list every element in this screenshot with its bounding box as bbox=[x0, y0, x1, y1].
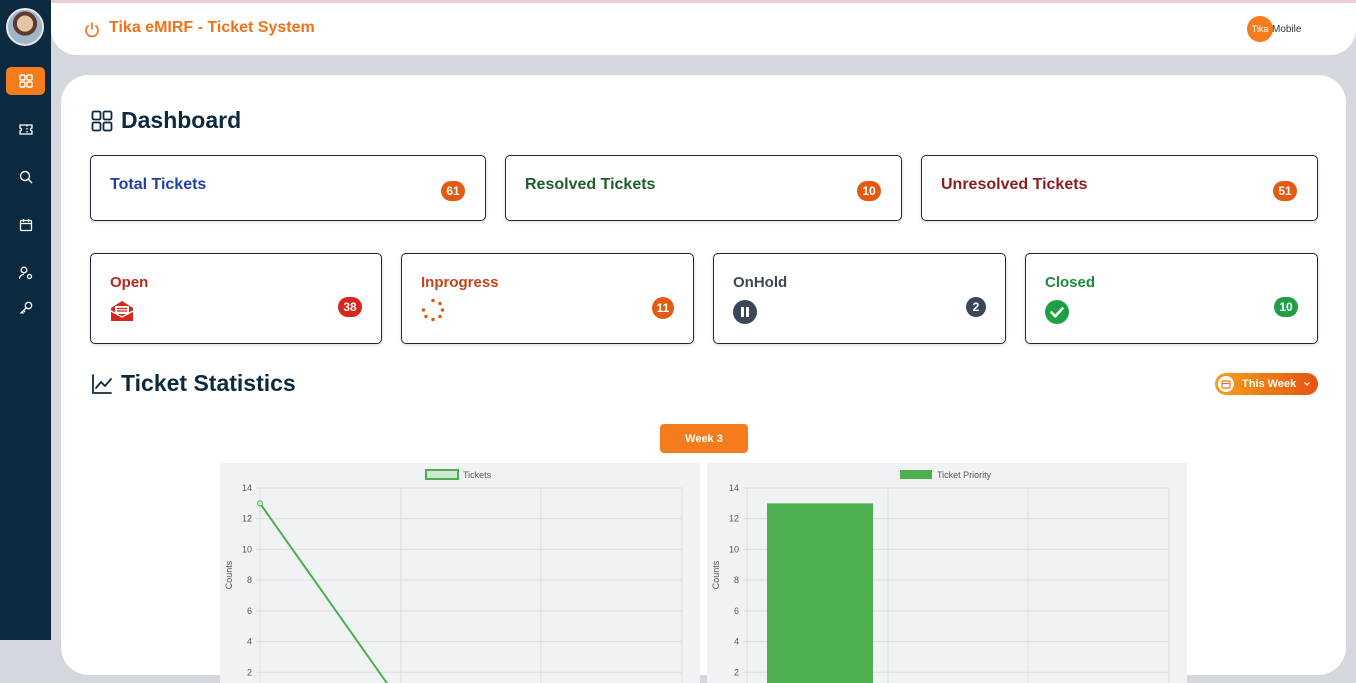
app-title: Tika eMIRF - Ticket System bbox=[109, 19, 315, 36]
chevron-down-icon bbox=[1304, 382, 1311, 386]
page-title: Dashboard bbox=[121, 107, 242, 133]
pause-icon bbox=[733, 300, 757, 324]
closed-status-card[interactable]: Closed 10 bbox=[1025, 253, 1318, 344]
top-accent-line bbox=[0, 0, 1356, 2]
dropdown-label: This Week bbox=[1242, 378, 1297, 390]
y-tick-label: 12 bbox=[729, 514, 739, 524]
y-tick-label: 10 bbox=[242, 544, 252, 554]
spinner-icon bbox=[421, 298, 445, 322]
resolved-tickets-card[interactable]: Resolved Tickets 10 bbox=[505, 155, 902, 221]
card-label: Resolved Tickets bbox=[525, 176, 656, 193]
y-tick-label: 10 bbox=[729, 544, 739, 554]
sidebar-item-search[interactable] bbox=[6, 163, 45, 191]
y-tick-label: 14 bbox=[729, 483, 739, 493]
ticket-priority-bar-chart-svg: 14 12 10 8 6 4 2 Counts Ticket Priority bbox=[711, 470, 1170, 683]
onhold-status-card[interactable]: OnHold 2 bbox=[713, 253, 1006, 344]
total-tickets-card[interactable]: Total Tickets 61 bbox=[90, 155, 486, 221]
y-tick-label: 4 bbox=[247, 637, 252, 647]
sidebar-item-dashboard[interactable] bbox=[6, 67, 45, 95]
count-badge: 38 bbox=[338, 297, 362, 317]
y-tick-label: 2 bbox=[734, 667, 739, 677]
card-label: Closed bbox=[1045, 274, 1096, 291]
y-tick-label: 14 bbox=[242, 483, 252, 493]
legend-swatch bbox=[425, 469, 459, 480]
data-point bbox=[257, 500, 263, 507]
y-tick-label: 4 bbox=[734, 637, 739, 647]
avatar[interactable] bbox=[6, 8, 44, 46]
unresolved-tickets-card[interactable]: Unresolved Tickets 51 bbox=[921, 155, 1318, 221]
grid-icon bbox=[91, 110, 113, 131]
y-tick-label: 2 bbox=[247, 667, 252, 677]
search-icon bbox=[19, 170, 32, 184]
y-tick-label: 8 bbox=[734, 575, 739, 585]
sidebar-item-users[interactable] bbox=[6, 259, 45, 287]
y-tick-label: 8 bbox=[247, 575, 252, 585]
bar bbox=[767, 503, 873, 683]
top-header: Tika eMIRF - Ticket System Tika Mobile bbox=[51, 3, 1356, 55]
brand-logo-circle: Tika bbox=[1247, 16, 1273, 42]
tickets-line-chart-svg: 14 12 10 8 6 4 2 Counts Tickets bbox=[224, 469, 683, 683]
y-tick-label: 12 bbox=[242, 514, 252, 524]
card-label: OnHold bbox=[733, 274, 788, 291]
count-badge: 11 bbox=[652, 297, 674, 319]
envelope-icon bbox=[110, 301, 134, 321]
legend-label: Tickets bbox=[463, 470, 492, 480]
count-badge: 2 bbox=[966, 297, 986, 317]
grid-icon bbox=[18, 74, 33, 88]
legend-swatch bbox=[900, 470, 932, 479]
main-panel: Dashboard Total Tickets 61 Resolved Tick… bbox=[61, 75, 1346, 683]
legend-label: Ticket Priority bbox=[937, 470, 992, 480]
y-axis-label: Counts bbox=[711, 560, 721, 589]
card-label: Inprogress bbox=[421, 274, 499, 291]
calendar-icon bbox=[19, 219, 32, 232]
y-tick-label: 6 bbox=[247, 606, 252, 616]
card-label: Unresolved Tickets bbox=[941, 176, 1088, 193]
tickets-line-chart: 14 12 10 8 6 4 2 Counts Tickets bbox=[220, 463, 700, 683]
calendar-icon bbox=[1218, 376, 1234, 392]
check-icon bbox=[1045, 300, 1069, 324]
date-range-dropdown[interactable]: This Week bbox=[1215, 373, 1318, 395]
user-settings-icon bbox=[18, 266, 32, 280]
ticket-priority-bar-chart: 14 12 10 8 6 4 2 Counts Ticket Priority bbox=[707, 463, 1187, 683]
count-badge: 10 bbox=[857, 181, 881, 201]
open-status-card[interactable]: Open 38 bbox=[90, 253, 382, 344]
count-badge: 51 bbox=[1273, 181, 1297, 201]
power-icon[interactable] bbox=[83, 21, 101, 39]
card-label: Open bbox=[110, 274, 149, 291]
y-axis-label: Counts bbox=[224, 560, 234, 589]
statistics-heading: Ticket Statistics bbox=[91, 370, 296, 397]
key-icon bbox=[19, 301, 32, 314]
section-title: Ticket Statistics bbox=[121, 370, 296, 396]
inprogress-status-card[interactable]: Inprogress 11 bbox=[401, 253, 694, 344]
dashboard-heading: Dashboard bbox=[91, 107, 241, 134]
sidebar-item-tickets[interactable] bbox=[6, 115, 45, 143]
week-button[interactable]: Week 3 bbox=[660, 424, 748, 453]
series-line bbox=[259, 502, 389, 683]
brand-logo-text: Mobile bbox=[1272, 23, 1302, 35]
line-chart-icon bbox=[92, 373, 112, 394]
sidebar bbox=[0, 0, 51, 640]
sidebar-item-calendar[interactable] bbox=[6, 211, 45, 239]
count-badge: 10 bbox=[1274, 297, 1298, 317]
brand-logo: Tika Mobile bbox=[1247, 16, 1301, 42]
count-badge: 61 bbox=[441, 181, 465, 201]
card-label: Total Tickets bbox=[110, 176, 207, 193]
y-tick-label: 6 bbox=[734, 606, 739, 616]
sidebar-item-key[interactable] bbox=[6, 294, 45, 322]
ticket-icon bbox=[18, 124, 33, 135]
